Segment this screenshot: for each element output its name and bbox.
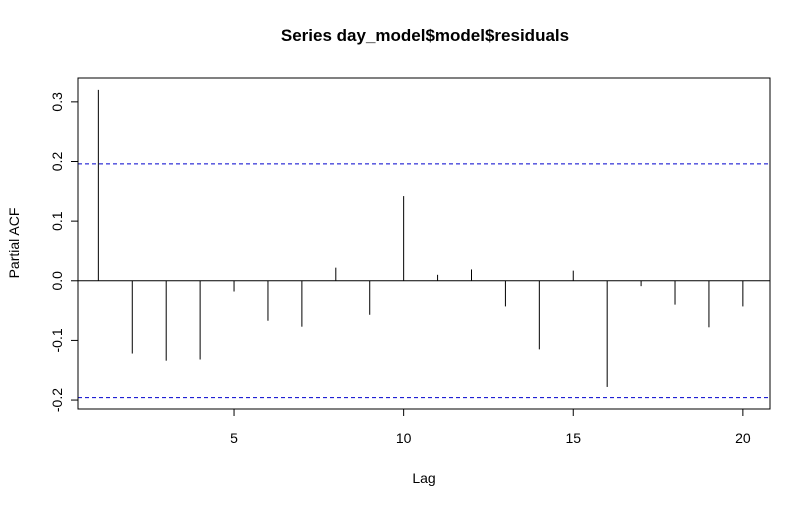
- y-axis: -0.2 -0.1 0.0 0.1 0.2 0.3: [49, 92, 79, 412]
- x-tick-label: 20: [735, 430, 751, 446]
- y-tick-label: 0.1: [49, 211, 65, 231]
- y-tick-label: -0.2: [49, 388, 65, 412]
- plot-layer: [78, 89, 770, 399]
- x-axis: 5 10 15 20: [230, 408, 751, 446]
- x-axis-label: Lag: [412, 470, 435, 486]
- y-tick-label: 0.3: [49, 92, 65, 112]
- chart-title: Series day_model$model$residuals: [281, 26, 569, 45]
- x-tick-label: 5: [230, 430, 238, 446]
- x-tick-label: 10: [396, 430, 412, 446]
- y-tick-label: -0.1: [49, 328, 65, 352]
- y-axis-label: Partial ACF: [6, 208, 22, 279]
- y-tick-label: 0.2: [49, 152, 65, 172]
- x-tick-label: 15: [565, 430, 581, 446]
- plot-frame: [77, 77, 771, 410]
- y-tick-label: 0.0: [49, 271, 65, 291]
